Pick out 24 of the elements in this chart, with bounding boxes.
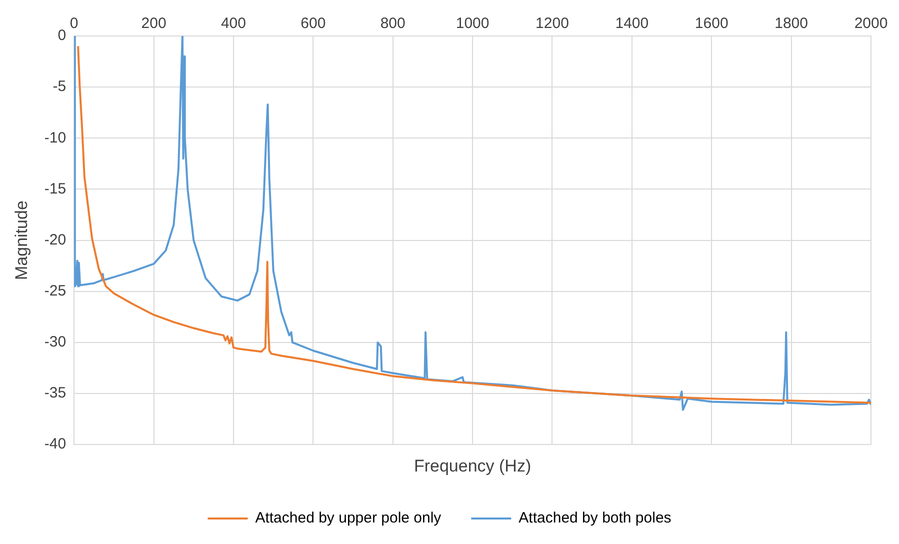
- x-tick-label: 200: [141, 15, 166, 32]
- x-tick-label: 400: [220, 15, 246, 32]
- x-tick-label: 1200: [536, 15, 569, 32]
- y-tick-label: -25: [44, 282, 66, 300]
- x-tick-label: 800: [380, 15, 406, 32]
- x-tick-label: 1400: [615, 15, 649, 32]
- y-axis-title: Magnitude: [12, 200, 31, 280]
- x-tick-label: 1800: [774, 15, 808, 32]
- x-tick-label: 2000: [854, 15, 888, 32]
- y-tick-label: -40: [44, 436, 66, 453]
- x-tick-label: 600: [300, 15, 326, 32]
- y-tick-label: -5: [52, 78, 66, 96]
- x-axis-title: Frequency (Hz): [414, 456, 532, 476]
- legend-label: Attached by both poles: [518, 510, 672, 527]
- y-tick-label: -35: [44, 384, 66, 402]
- x-tick-label: 1600: [694, 15, 728, 32]
- y-tick-label: 0: [58, 27, 66, 44]
- y-tick-label: -10: [44, 129, 66, 146]
- legend-label: Attached by upper pole only: [255, 510, 442, 527]
- y-tick-label: -20: [44, 231, 66, 248]
- x-tick-label: 1000: [456, 15, 490, 32]
- y-tick-label: -15: [44, 180, 66, 198]
- y-tick-label: -30: [44, 334, 66, 351]
- x-tick-label: 0: [70, 15, 78, 32]
